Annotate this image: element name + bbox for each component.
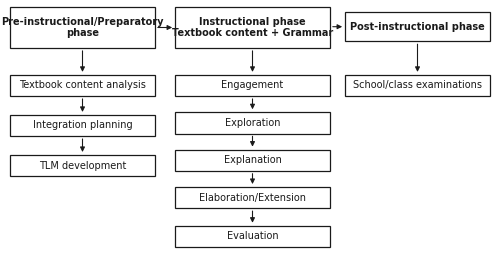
FancyBboxPatch shape (175, 75, 330, 96)
FancyBboxPatch shape (345, 75, 490, 96)
Text: Evaluation: Evaluation (226, 231, 278, 241)
FancyBboxPatch shape (175, 226, 330, 247)
Text: Explanation: Explanation (224, 155, 282, 165)
Text: Engagement: Engagement (222, 80, 284, 91)
FancyBboxPatch shape (10, 155, 155, 176)
FancyBboxPatch shape (175, 187, 330, 208)
FancyBboxPatch shape (175, 7, 330, 48)
FancyBboxPatch shape (10, 115, 155, 136)
Text: TLM development: TLM development (39, 160, 126, 171)
Text: Elaboration/Extension: Elaboration/Extension (199, 193, 306, 203)
FancyBboxPatch shape (345, 12, 490, 41)
Text: School/class examinations: School/class examinations (353, 80, 482, 91)
FancyBboxPatch shape (175, 112, 330, 134)
Text: Instructional phase
Textbook content + Grammar: Instructional phase Textbook content + G… (172, 17, 333, 38)
FancyBboxPatch shape (10, 7, 155, 48)
FancyBboxPatch shape (175, 150, 330, 171)
Text: Post-instructional phase: Post-instructional phase (350, 22, 485, 32)
Text: Integration planning: Integration planning (32, 120, 132, 131)
Text: Exploration: Exploration (225, 118, 280, 128)
Text: Textbook content analysis: Textbook content analysis (19, 80, 146, 91)
Text: Pre-instructional/Preparatory
phase: Pre-instructional/Preparatory phase (1, 17, 164, 38)
FancyBboxPatch shape (10, 75, 155, 96)
